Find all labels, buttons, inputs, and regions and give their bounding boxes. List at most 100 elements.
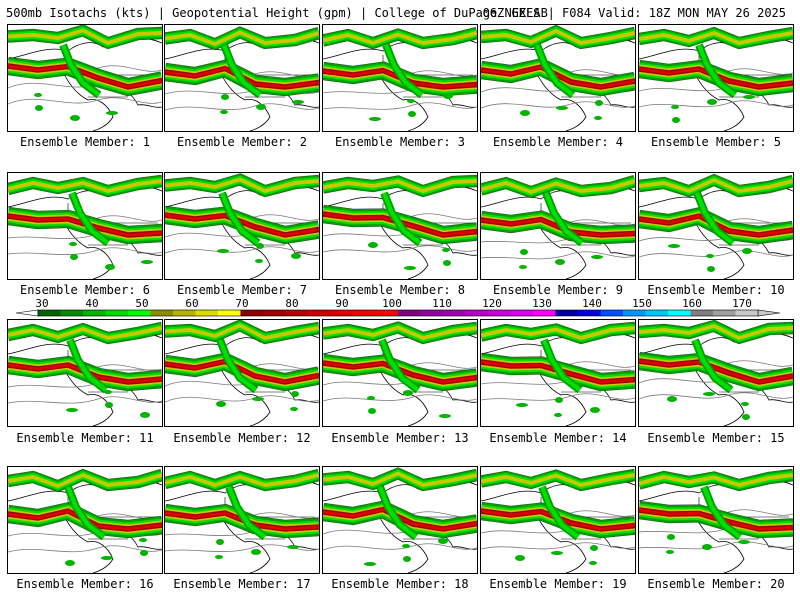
isotach-band-trough: [540, 486, 580, 539]
isotach-patch: [556, 106, 568, 110]
isotach-patch: [106, 111, 118, 115]
colorbar-tick-label: 170: [732, 297, 752, 310]
ensemble-map: [165, 173, 319, 279]
isotach-band-trough: [697, 44, 737, 97]
isotach-band-northern-jet: [481, 29, 635, 45]
ensemble-map: [165, 469, 319, 573]
ensemble-member-caption: Ensemble Member: 14: [489, 431, 627, 445]
height-contour: [639, 100, 793, 108]
ensemble-member-caption: Ensemble Member: 20: [647, 577, 785, 591]
colorbar-swatch: [375, 310, 399, 316]
isotach-patch: [589, 561, 597, 565]
ensemble-map: [165, 320, 319, 426]
isotach-patch: [104, 390, 112, 394]
isotach-patch: [290, 407, 298, 411]
colorbar-tick-label: 40: [85, 297, 98, 310]
isotach-patch: [743, 95, 755, 99]
colorbar-swatch: [735, 310, 759, 316]
ensemble-member-caption: Ensemble Member: 2: [176, 135, 308, 149]
ensemble-map-panel: [7, 172, 163, 280]
colorbar-swatch: [308, 310, 331, 316]
isotach-band-trough: [70, 192, 110, 245]
isotach-patch: [368, 408, 376, 414]
ensemble-map: [8, 174, 162, 279]
isotach-band-northern-jet: [481, 326, 635, 340]
isotach-band-northern-jet: [8, 28, 162, 45]
ensemble-map-panel: [638, 319, 794, 427]
ensemble-map: [639, 173, 793, 279]
isotach-band-trough: [218, 339, 258, 392]
colorbar-tick-label: 120: [482, 297, 502, 310]
isotach-patch: [555, 259, 565, 265]
colorbar-swatch: [645, 310, 669, 316]
ensemble-member-caption: Ensemble Member: 10: [647, 283, 785, 297]
isotach-band-northern-jet: [8, 324, 162, 342]
isotach-band-northern-jet: [8, 473, 162, 488]
ensemble-map: [639, 320, 793, 426]
height-contour: [481, 393, 635, 401]
colorbar-tick-label: 60: [185, 297, 198, 310]
colorbar-tick-label: 30: [35, 297, 48, 310]
colorbar-swatch: [420, 310, 444, 316]
isotach-patch: [404, 266, 416, 270]
colorbar-swatch: [488, 310, 511, 316]
colorbar-tick-label: 70: [235, 297, 248, 310]
isotach-patch: [369, 117, 381, 121]
isotach-band-trough: [222, 44, 262, 97]
colorbar-swatch: [218, 310, 241, 316]
isotach-band-northern-jet: [639, 31, 793, 45]
colorbar-swatch: [128, 310, 151, 316]
isotach-band-trough: [380, 339, 420, 392]
ensemble-map-panel: [480, 466, 636, 574]
isotach-band-northern-jet: [8, 25, 162, 50]
isotach-patch: [221, 94, 229, 100]
isotach-band-northern-jet: [639, 178, 793, 193]
isotach-patch: [101, 556, 113, 560]
colorbar-tick-label: 90: [335, 297, 348, 310]
isotach-band-trough: [220, 192, 260, 245]
isotach-patch: [554, 413, 562, 417]
height-contour: [165, 246, 319, 254]
ensemble-map-panel: [322, 172, 478, 280]
isotach-band-southern-jet: [8, 363, 162, 384]
isotach-band-northern-jet: [323, 325, 477, 340]
ensemble-map: [639, 26, 793, 131]
isotach-patch: [439, 414, 451, 418]
isotach-patch: [364, 562, 376, 566]
ensemble-member-caption: Ensemble Member: 16: [16, 577, 154, 591]
isotach-patch: [402, 544, 410, 548]
isotach-patch: [702, 544, 712, 550]
colorbar-swatch: [83, 310, 106, 316]
isotach-patch: [516, 403, 528, 407]
isotach-patch: [34, 93, 42, 97]
ensemble-map-panel: [480, 319, 636, 427]
colorbar-swatch: [510, 310, 534, 316]
isotach-band-trough: [542, 339, 582, 392]
isotach-patch: [672, 117, 680, 123]
isotach-patch: [667, 534, 675, 540]
isotach-patch: [105, 264, 115, 270]
ensemble-map: [481, 175, 635, 279]
height-contour: [481, 542, 635, 550]
height-contour: [323, 394, 477, 402]
colorbar-swatch: [173, 310, 196, 316]
colorbar-swatch: [38, 310, 61, 316]
colorbar-swatch: [465, 310, 489, 316]
isotach-patch: [70, 254, 78, 260]
colorbar-swatch: [398, 310, 421, 316]
colorbar-swatch: [285, 310, 309, 316]
isotach-band-northern-jet: [165, 473, 319, 487]
isotach-band-northern-jet: [639, 473, 793, 487]
isotach-band-northern-jet: [481, 324, 635, 342]
colorbar-swatch: [150, 310, 174, 316]
isotach-colorbar: 30 40 50 60 70 80 90 100 110 120 130 140 150 160 170: [15, 297, 781, 317]
isotach-band-southern-jet: [481, 360, 635, 384]
isotach-patch: [591, 255, 603, 259]
isotach-patch: [291, 391, 299, 397]
ensemble-map-panel: [480, 24, 636, 132]
ensemble-member-caption: Ensemble Member: 1: [19, 135, 151, 149]
isotach-band-southern-jet: [639, 359, 793, 384]
colorbar-swatch: [600, 310, 624, 316]
colorbar-tick-label: 160: [682, 297, 702, 310]
isotach-band-trough: [384, 44, 424, 97]
